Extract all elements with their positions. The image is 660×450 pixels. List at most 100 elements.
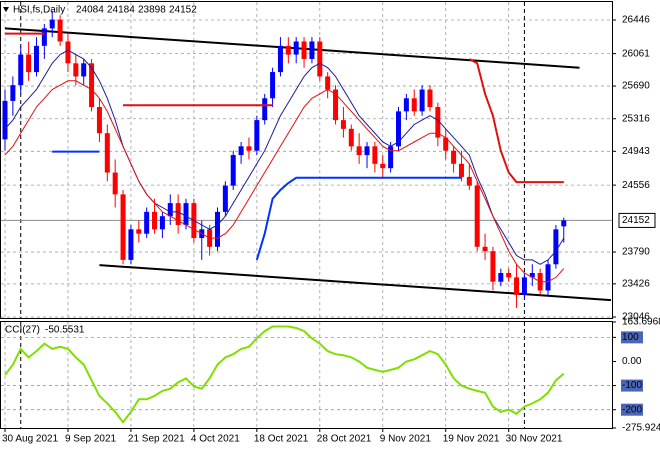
collapse-icon xyxy=(3,7,9,12)
candle-body xyxy=(262,98,268,121)
candle-body xyxy=(112,172,118,195)
x-tick-label: 28 Oct 2021 xyxy=(317,434,372,445)
candle-body xyxy=(120,194,126,260)
x-tick-label: 9 Nov 2021 xyxy=(380,434,432,445)
y-tick-label: 0.00 xyxy=(622,356,642,367)
candle-body xyxy=(49,19,55,29)
candle-body xyxy=(159,216,165,230)
y-tick-label: 24556 xyxy=(622,180,650,191)
candle-body xyxy=(325,76,331,90)
candle-body xyxy=(152,211,158,230)
candle-body xyxy=(482,246,488,252)
candle-body xyxy=(167,203,173,217)
cci-value: -50.5531 xyxy=(45,325,85,336)
candle-body xyxy=(270,72,276,99)
candle-body xyxy=(277,45,283,73)
candle-body xyxy=(230,155,236,186)
candle-body xyxy=(2,100,8,140)
trend-line xyxy=(4,27,580,69)
candle-body xyxy=(427,89,433,108)
x-tick-label: 30 Aug 2021 xyxy=(2,434,59,445)
candle-body xyxy=(340,120,346,129)
y-tick-label: 23046 xyxy=(622,312,650,323)
candle-body xyxy=(65,41,71,64)
candle-body xyxy=(498,273,504,282)
candle-body xyxy=(553,229,559,265)
y-tick-label: -200 xyxy=(622,404,642,415)
y-tick-label: -275.924 xyxy=(622,423,660,434)
candle-body xyxy=(254,120,260,151)
last-price-box xyxy=(618,212,656,228)
candle-body xyxy=(388,146,394,169)
high-value: 24184 xyxy=(107,5,135,16)
candle-body xyxy=(529,273,535,278)
candle-body xyxy=(33,45,39,73)
candle-body xyxy=(451,150,457,164)
cci-title: CCI(27) xyxy=(5,325,40,336)
x-tick-label: 21 Sep 2021 xyxy=(128,434,185,445)
indicator-line xyxy=(52,150,462,261)
y-tick-label: 163.6968 xyxy=(622,317,660,328)
y-tick-label: 26446 xyxy=(622,15,650,26)
candle-body xyxy=(514,277,520,295)
candle-body xyxy=(521,277,527,295)
x-tick-label: 30 Nov 2021 xyxy=(506,434,563,445)
candle-body xyxy=(435,107,441,138)
candle-body xyxy=(73,63,79,77)
candle-body xyxy=(104,133,110,173)
candle-body xyxy=(136,229,142,234)
chart-title: HSI,fs,Daily xyxy=(13,5,65,16)
y-tick-label: 26061 xyxy=(622,48,650,59)
candle-body xyxy=(474,185,480,247)
y-tick-label: 24943 xyxy=(622,146,650,157)
candle-body xyxy=(403,98,409,112)
level-label-box xyxy=(621,403,643,416)
candle-body xyxy=(10,85,16,101)
y-tick-label: -100 xyxy=(622,380,642,391)
candle-body xyxy=(57,19,63,42)
candle-body xyxy=(372,146,378,164)
candle-body xyxy=(128,229,134,260)
candle-body xyxy=(411,98,417,112)
level-label-box xyxy=(621,379,643,392)
indicator-line xyxy=(4,49,565,265)
open-value: 24084 xyxy=(76,5,104,16)
candle-body xyxy=(96,107,102,134)
candle-body xyxy=(443,137,449,151)
x-tick-label: 4 Oct 2021 xyxy=(191,434,240,445)
candle-body xyxy=(293,41,299,55)
x-tick-label: 19 Nov 2021 xyxy=(443,434,500,445)
candle-body xyxy=(490,251,496,282)
indicator-line xyxy=(4,80,565,283)
candle-body xyxy=(285,45,291,55)
candle-body xyxy=(144,211,150,234)
low-value: 23898 xyxy=(138,5,166,16)
y-tick-label: 23426 xyxy=(622,278,650,289)
candle-body xyxy=(506,273,512,278)
y-tick-label: 25690 xyxy=(622,81,650,92)
close-value: 24152 xyxy=(169,5,197,16)
candle-body xyxy=(396,111,401,147)
candle-body xyxy=(364,146,370,156)
y-tick-label: 23790 xyxy=(622,247,650,258)
candle-body xyxy=(89,63,95,108)
candle-body xyxy=(238,146,244,156)
candle-body xyxy=(222,185,228,212)
candle-body xyxy=(301,41,307,59)
indicator-line xyxy=(5,32,564,184)
candle-body xyxy=(419,89,425,112)
candle-body xyxy=(380,163,386,169)
candle-body xyxy=(561,220,567,227)
x-tick-label: 9 Sep 2021 xyxy=(65,434,117,445)
candle-body xyxy=(466,176,472,186)
candle-body xyxy=(81,63,87,77)
candle-body xyxy=(26,54,32,73)
candle-body xyxy=(333,89,339,121)
candle-body xyxy=(458,163,464,177)
candle-body xyxy=(246,146,252,151)
candle-body xyxy=(175,203,181,225)
x-tick-label: 18 Oct 2021 xyxy=(254,434,309,445)
candle-body xyxy=(348,128,354,147)
